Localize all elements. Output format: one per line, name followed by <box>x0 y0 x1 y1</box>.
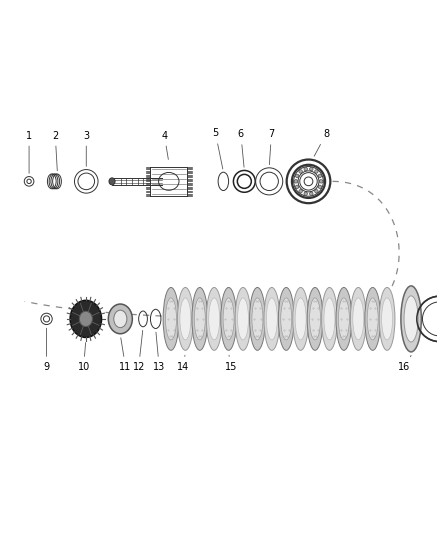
Ellipse shape <box>252 298 263 340</box>
Circle shape <box>304 167 307 171</box>
Ellipse shape <box>264 287 280 350</box>
Ellipse shape <box>194 298 205 340</box>
Text: 12: 12 <box>132 330 145 372</box>
Ellipse shape <box>367 298 378 340</box>
Circle shape <box>295 174 299 177</box>
Text: 13: 13 <box>153 332 165 372</box>
Ellipse shape <box>192 287 208 350</box>
Ellipse shape <box>324 298 335 340</box>
Circle shape <box>310 167 313 171</box>
Ellipse shape <box>109 178 115 185</box>
Ellipse shape <box>108 304 132 334</box>
Circle shape <box>304 192 307 196</box>
Text: 16: 16 <box>399 356 411 372</box>
Text: 9: 9 <box>43 328 49 372</box>
Text: 15: 15 <box>225 356 237 372</box>
Ellipse shape <box>279 287 294 350</box>
Circle shape <box>295 185 299 189</box>
Ellipse shape <box>350 287 366 350</box>
Ellipse shape <box>321 287 337 350</box>
Ellipse shape <box>336 287 352 350</box>
Ellipse shape <box>307 287 323 350</box>
Ellipse shape <box>166 298 177 340</box>
Ellipse shape <box>206 287 222 350</box>
Ellipse shape <box>208 298 220 340</box>
Ellipse shape <box>281 298 292 340</box>
Circle shape <box>314 169 318 173</box>
Text: 4: 4 <box>161 131 168 159</box>
Text: 17: 17 <box>0 532 1 533</box>
Ellipse shape <box>250 287 265 350</box>
Ellipse shape <box>365 287 381 350</box>
Ellipse shape <box>237 298 248 340</box>
Circle shape <box>294 180 297 183</box>
Text: 1: 1 <box>26 131 32 173</box>
Ellipse shape <box>79 311 92 327</box>
Ellipse shape <box>221 287 237 350</box>
Circle shape <box>319 180 323 183</box>
Text: 10: 10 <box>78 343 90 372</box>
Ellipse shape <box>353 298 364 340</box>
Circle shape <box>299 169 302 173</box>
Text: 14: 14 <box>177 356 189 372</box>
Ellipse shape <box>401 286 421 352</box>
Ellipse shape <box>310 298 321 340</box>
Ellipse shape <box>379 287 395 350</box>
Ellipse shape <box>381 298 392 340</box>
Circle shape <box>318 174 321 177</box>
Ellipse shape <box>404 296 418 342</box>
Text: 11: 11 <box>120 338 132 372</box>
Text: 7: 7 <box>268 129 275 165</box>
Ellipse shape <box>180 298 191 340</box>
Text: 6: 6 <box>238 129 244 167</box>
Circle shape <box>314 190 318 193</box>
Text: 3: 3 <box>83 131 89 166</box>
Ellipse shape <box>266 298 277 340</box>
Ellipse shape <box>177 287 193 350</box>
Text: 5: 5 <box>212 128 223 169</box>
Circle shape <box>299 190 302 193</box>
Ellipse shape <box>293 287 308 350</box>
Ellipse shape <box>223 298 234 340</box>
Ellipse shape <box>70 300 102 337</box>
Circle shape <box>310 192 313 196</box>
Ellipse shape <box>339 298 350 340</box>
Text: 2: 2 <box>52 131 58 171</box>
Ellipse shape <box>295 298 306 340</box>
Text: 8: 8 <box>314 129 329 156</box>
Circle shape <box>318 185 321 189</box>
Ellipse shape <box>114 310 127 328</box>
Ellipse shape <box>235 287 251 350</box>
Ellipse shape <box>163 287 179 350</box>
